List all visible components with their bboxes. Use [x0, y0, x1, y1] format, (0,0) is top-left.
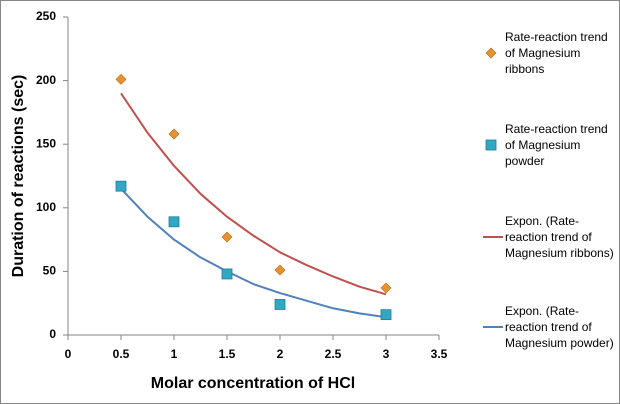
legend-marker	[485, 47, 497, 59]
legend-label: Rate-reaction trend of Magnesium powder	[505, 122, 608, 168]
point	[115, 180, 127, 192]
point	[115, 73, 127, 85]
x-tick-label: 1.5	[219, 347, 236, 361]
y-tick-label: 50	[43, 264, 57, 278]
legend-swatch	[483, 236, 503, 238]
legend-label: Expon. (Rate-reaction trend of Magnesium…	[505, 304, 614, 350]
point	[274, 299, 286, 310]
x-axis-title: Molar concentration of HCl	[151, 375, 355, 392]
point	[168, 128, 180, 140]
x-tick-label: 0.5	[113, 347, 130, 361]
legend-label: Expon. (Rate-reaction trend of Magnesium…	[505, 214, 614, 260]
legend-item: Rate-reaction trend of Magnesium ribbons	[483, 29, 615, 77]
legend-swatch	[485, 47, 497, 59]
trendline	[120, 92, 387, 296]
legend-marker	[485, 139, 497, 151]
trendline	[120, 188, 387, 319]
y-tick-label: 0	[49, 327, 56, 341]
legend-swatch	[483, 326, 503, 328]
legend-item: Rate-reaction trend of Magnesium powder	[483, 121, 615, 169]
point	[168, 216, 180, 228]
point	[380, 309, 392, 321]
legend-item: Expon. (Rate-reaction trend of Magnesium…	[483, 303, 615, 351]
y-tick-label: 200	[36, 73, 56, 87]
x-tick-label: 2.5	[325, 347, 342, 361]
x-tick-label: 2	[277, 347, 284, 361]
y-tick-label: 100	[36, 200, 56, 214]
legend-item: Expon. (Rate-reaction trend of Magnesium…	[483, 213, 615, 261]
legend-swatch	[485, 139, 497, 151]
x-tick-label: 3.5	[431, 347, 448, 361]
x-tick-label: 0	[65, 347, 72, 361]
legend-label: Rate-reaction trend of Magnesium ribbons	[505, 30, 608, 76]
point	[221, 268, 233, 280]
x-tick-label: 3	[383, 347, 390, 361]
point	[274, 264, 286, 276]
y-axis-title: Duration of reactions (sec)	[10, 75, 27, 278]
point	[380, 282, 392, 294]
x-tick-label: 1	[171, 347, 178, 361]
point	[221, 231, 233, 243]
y-tick-label: 250	[36, 9, 56, 23]
y-tick-label: 150	[36, 136, 56, 150]
